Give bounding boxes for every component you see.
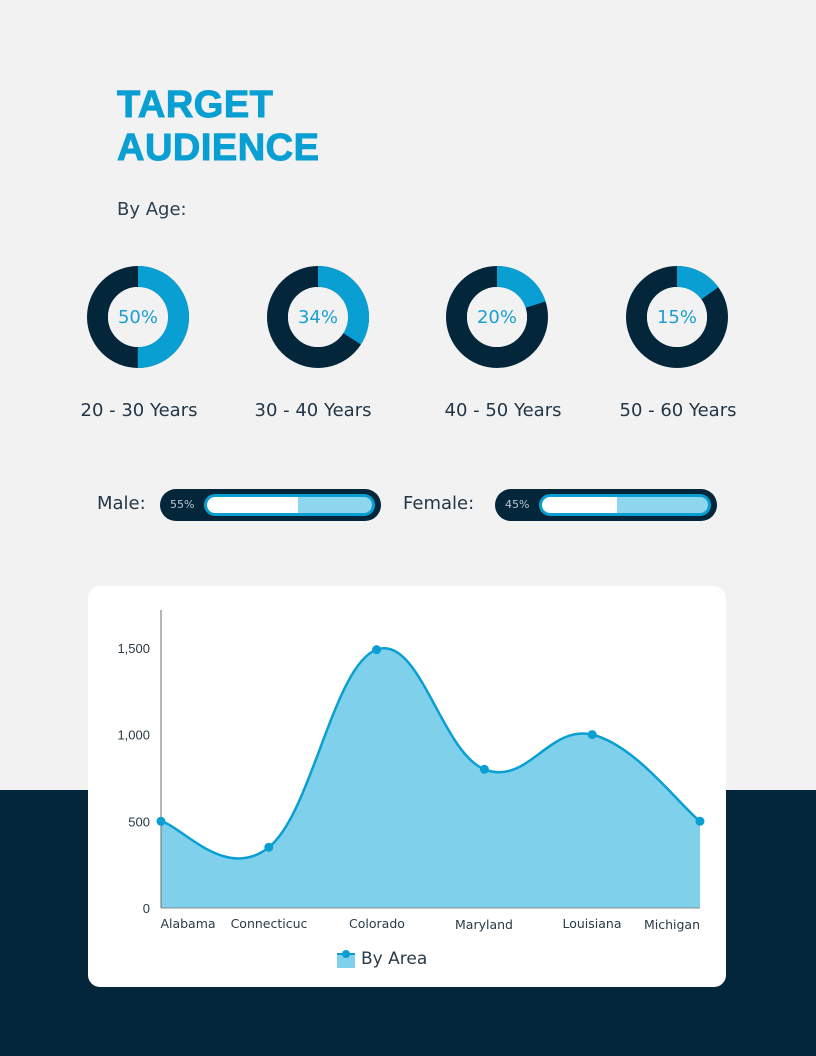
male-percent: 55% <box>170 498 195 511</box>
y-tick-label: 500 <box>128 814 150 829</box>
area-fill <box>161 648 700 908</box>
legend-swatch-icon <box>337 950 355 968</box>
age-donut-4: 15% <box>625 265 729 369</box>
male-label: Male: <box>97 493 146 514</box>
area-chart-card: 0 500 1,000 1,500 Alabama Connecticuc Colorado… <box>88 586 726 987</box>
x-tick-label: Connecticuc <box>231 916 308 931</box>
area-chart: 0 500 1,000 1,500 Alabama Connecticuc Colorado… <box>117 610 705 932</box>
age-range-label: 50 - 60 Years <box>619 400 737 421</box>
area-line <box>160 646 701 860</box>
y-tick-label: 0 <box>143 901 150 916</box>
data-point <box>479 764 489 774</box>
age-donut-3: 20% <box>445 265 549 369</box>
data-point <box>264 842 274 852</box>
age-range-label: 40 - 50 Years <box>444 400 562 421</box>
female-label: Female: <box>403 493 475 514</box>
donut-percent-label: 15% <box>656 306 697 328</box>
page-title: TARGET AUDIENCE <box>116 84 320 170</box>
x-tick-label: Maryland <box>455 917 513 932</box>
female-progress-bar: 45% <box>495 489 717 521</box>
female-progress-fill <box>542 497 617 513</box>
y-tick-label: 1,000 <box>117 728 150 743</box>
female-progress-track <box>539 494 711 516</box>
data-point <box>372 645 382 655</box>
x-tick-label: Colorado <box>349 916 405 931</box>
age-range-label: 30 - 40 Years <box>254 400 372 421</box>
age-donut-1: 50% <box>86 265 190 369</box>
by-age-heading: By Age: <box>117 199 187 220</box>
age-donut-2: 34% <box>266 265 370 369</box>
male-progress-fill <box>207 497 298 513</box>
data-point <box>695 816 705 826</box>
female-percent: 45% <box>505 498 530 511</box>
x-tick-label: Louisiana <box>562 916 621 931</box>
age-range-label: 20 - 30 Years <box>80 400 198 421</box>
donut-percent-label: 50% <box>117 306 158 328</box>
x-tick-label: Michigan <box>644 917 700 932</box>
title-line-1: TARGET <box>116 84 274 127</box>
data-point <box>587 730 597 740</box>
data-point <box>156 816 166 826</box>
donut-percent-label: 20% <box>476 306 517 328</box>
male-progress-track <box>204 494 375 516</box>
donut-percent-label: 34% <box>297 306 338 328</box>
x-tick-label: Alabama <box>160 916 215 931</box>
male-progress-bar: 55% <box>160 489 381 521</box>
chart-legend[interactable]: By Area <box>337 949 427 969</box>
title-line-2: AUDIENCE <box>116 127 320 170</box>
legend-label: By Area <box>361 949 428 969</box>
y-tick-label: 1,500 <box>117 641 150 656</box>
